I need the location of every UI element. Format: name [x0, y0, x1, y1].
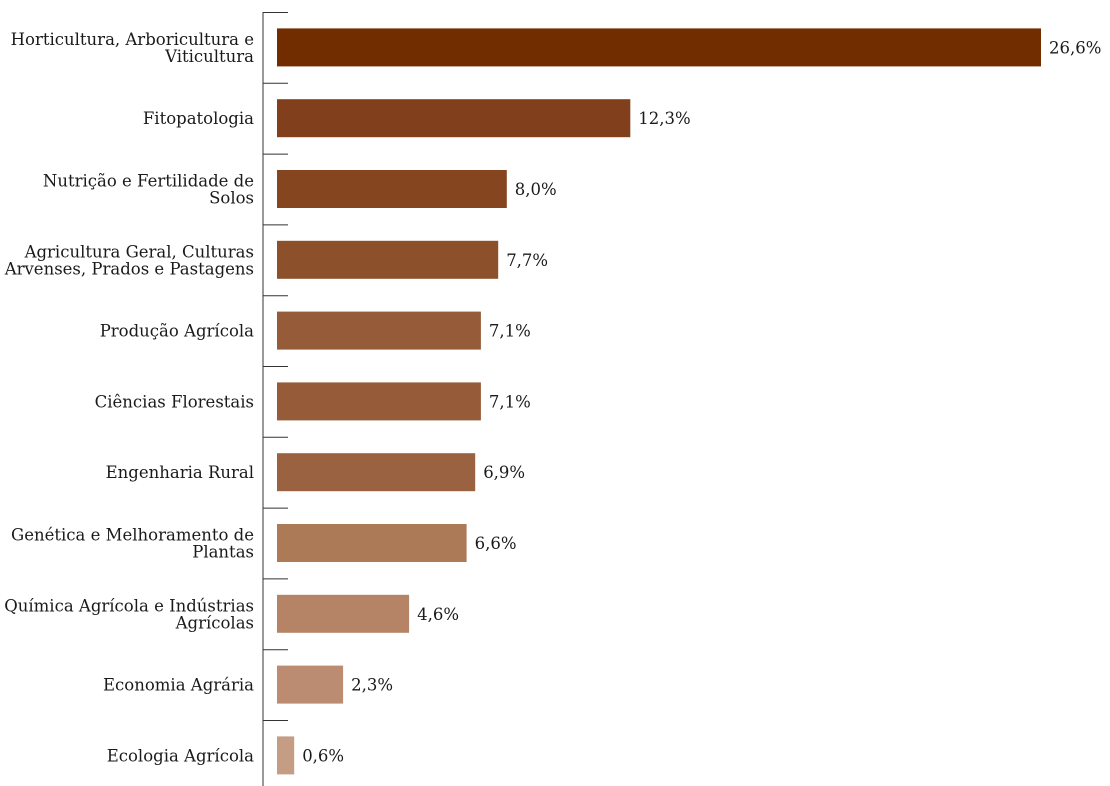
category-label-line: Nutrição e Fertilidade de	[43, 172, 254, 191]
value-label: 2,3%	[351, 676, 393, 695]
category-label-line: Agrícolas	[175, 613, 254, 632]
bar	[277, 382, 481, 421]
category-label-line: Horticultura, Arboricultura e	[11, 30, 254, 49]
category-label-line: Ciências Florestais	[95, 392, 254, 411]
bar	[277, 665, 344, 704]
category-label: Produção Agrícola	[100, 322, 254, 341]
category-label-line: Química Agrícola e Indústrias	[4, 596, 254, 615]
category-label-line: Genética e Melhoramento de	[11, 526, 254, 545]
bar	[277, 594, 410, 633]
bar	[277, 311, 481, 350]
category-label: Ecologia Agrícola	[107, 746, 254, 765]
value-labels: 26,6% 12,3% 8,0% 7,7% 7,1% 7,1% 6,9% 6,6% 4,6% 2,…	[302, 38, 1101, 765]
bar	[277, 736, 295, 775]
category-label: Agricultura Geral, Culturas Arvenses, Pra…	[4, 242, 254, 278]
bar	[277, 99, 631, 138]
category-label-line: Economia Agrária	[103, 676, 254, 695]
value-label: 7,1%	[489, 322, 531, 341]
bars	[277, 28, 1041, 775]
category-label-line: Fitopatologia	[143, 109, 254, 128]
category-label: Economia Agrária	[103, 676, 254, 695]
category-label-line: Agricultura Geral, Culturas	[24, 242, 254, 261]
category-axis	[262, 12, 288, 786]
category-label: Genética e Melhoramento de Plantas	[11, 526, 254, 562]
category-label-line: Viticultura	[164, 47, 254, 66]
category-label: Nutrição e Fertilidade de Solos	[43, 172, 254, 208]
value-label: 7,7%	[506, 251, 548, 270]
value-label: 7,1%	[489, 392, 531, 411]
category-label: Horticultura, Arboricultura e Viticultura	[11, 30, 255, 66]
value-label: 0,6%	[302, 746, 344, 765]
category-label: Fitopatologia	[143, 109, 254, 128]
category-label: Ciências Florestais	[95, 392, 254, 411]
category-label: Engenharia Rural	[106, 463, 254, 482]
category-label-line: Ecologia Agrícola	[107, 746, 254, 765]
bar	[277, 240, 499, 279]
category-label-line: Engenharia Rural	[106, 463, 254, 482]
category-label-line: Solos	[209, 189, 254, 208]
bar	[277, 453, 476, 492]
category-label-line: Plantas	[192, 543, 254, 562]
category-labels: Horticultura, Arboricultura e Viticultura…	[4, 30, 254, 766]
value-label: 12,3%	[638, 109, 690, 128]
bar	[277, 170, 507, 208]
category-label-line: Arvenses, Prados e Pastagens	[4, 259, 254, 278]
bar	[277, 28, 1041, 67]
category-label: Química Agrícola e Indústrias Agrícolas	[4, 596, 254, 632]
category-label-line: Produção Agrícola	[100, 322, 254, 341]
value-label: 4,6%	[417, 605, 459, 624]
value-label: 26,6%	[1049, 38, 1101, 57]
bar	[277, 524, 467, 562]
value-label: 6,6%	[475, 534, 517, 553]
value-label: 8,0%	[515, 180, 557, 199]
value-label: 6,9%	[483, 463, 525, 482]
